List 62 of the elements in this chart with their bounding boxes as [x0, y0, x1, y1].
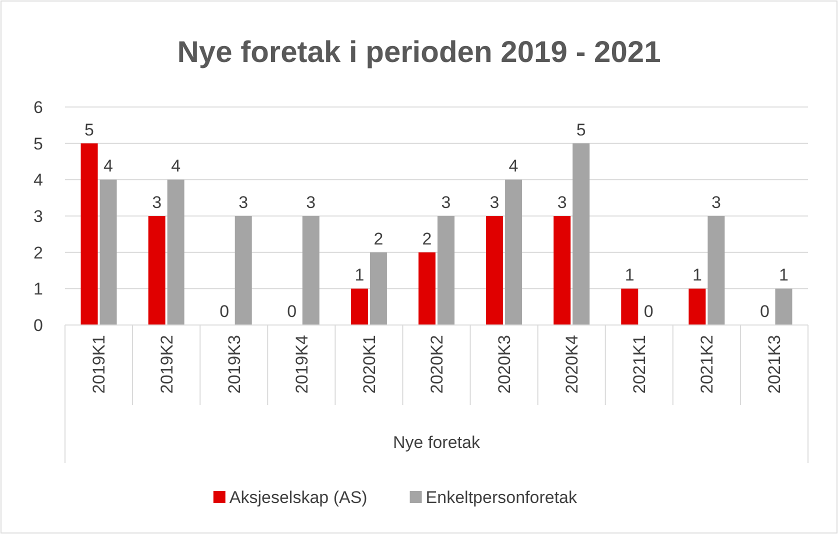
legend-label: Enkeltpersonforetak — [426, 488, 578, 507]
bar — [234, 216, 252, 325]
y-tick-label: 2 — [34, 243, 43, 262]
x-tick-label: 2019K3 — [224, 335, 244, 394]
bar — [302, 216, 320, 325]
y-tick-label: 1 — [34, 280, 43, 299]
data-label: 0 — [220, 302, 230, 321]
data-label: 3 — [238, 193, 248, 212]
data-label: 1 — [778, 266, 788, 285]
data-label: 3 — [557, 193, 567, 212]
data-label: 0 — [287, 302, 297, 321]
y-tick-label: 5 — [34, 134, 43, 154]
x-tick-label: 2019K1 — [90, 335, 109, 394]
data-label: 3 — [306, 193, 316, 212]
data-label: 2 — [374, 229, 384, 248]
data-label: 4 — [171, 156, 181, 176]
data-label: 0 — [760, 302, 770, 321]
bar — [438, 216, 454, 325]
y-tick-label: 4 — [34, 170, 43, 190]
x-tick-label: 2020K2 — [427, 335, 446, 394]
bar — [486, 216, 504, 325]
x-axis-title: Nye foretak — [393, 433, 480, 452]
data-label: 5 — [84, 120, 94, 140]
data-label: 3 — [711, 193, 721, 212]
bar — [148, 216, 166, 325]
chart-title: Nye foretak i perioden 2019 - 2021 — [177, 36, 661, 69]
x-tick-label: 2021K3 — [765, 335, 784, 394]
bar — [350, 288, 368, 325]
bar — [418, 252, 436, 325]
data-label: 2 — [422, 229, 432, 248]
bar — [167, 180, 184, 325]
data-label: 0 — [644, 302, 654, 321]
data-label: 4 — [104, 156, 114, 176]
data-label: 3 — [441, 193, 451, 212]
x-tick-label: 2020K1 — [360, 335, 379, 394]
bar — [554, 216, 571, 325]
bar — [775, 288, 792, 325]
x-tick-label: 2021K2 — [698, 335, 717, 394]
bar — [572, 143, 590, 325]
x-tick-label: 2021K1 — [630, 335, 650, 394]
bar — [688, 288, 706, 325]
data-label: 1 — [692, 266, 702, 285]
data-label: 3 — [152, 193, 162, 212]
x-tick-label: 2019K2 — [157, 335, 176, 394]
bar — [100, 180, 117, 325]
x-tick-label: 2020K3 — [494, 335, 514, 394]
data-label: 1 — [354, 266, 364, 285]
bar — [708, 216, 725, 325]
legend-label: Aksjeselskap (AS) — [229, 488, 368, 507]
y-tick-label: 3 — [34, 206, 43, 226]
bar — [80, 143, 98, 325]
bar — [621, 288, 638, 325]
y-tick-label: 0 — [34, 316, 43, 335]
data-label: 5 — [576, 120, 586, 140]
y-tick-label: 6 — [34, 98, 43, 117]
data-label: 1 — [624, 266, 634, 285]
x-tick-label: 2019K4 — [292, 335, 312, 394]
bar — [370, 252, 387, 325]
data-label: 4 — [508, 156, 518, 176]
data-label: 3 — [490, 193, 500, 212]
bar — [505, 180, 522, 325]
x-tick-label: 2020K4 — [562, 335, 582, 394]
